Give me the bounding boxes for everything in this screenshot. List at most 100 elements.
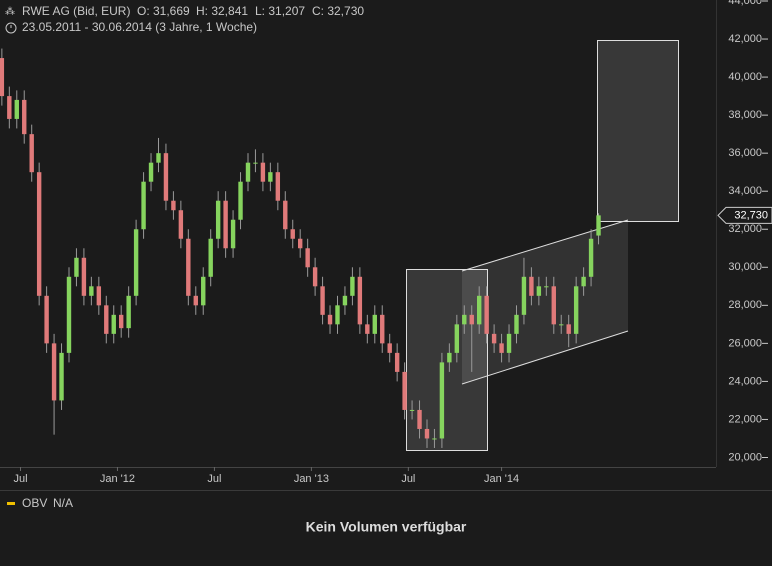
indicator-swatch [7, 502, 15, 505]
candle-body [275, 172, 281, 201]
y-tick-label: 38,000 [728, 109, 762, 121]
candle-body [66, 276, 72, 353]
x-tick-label: Jan '12 [100, 473, 135, 485]
candle-body [439, 362, 445, 439]
candles [0, 48, 601, 448]
candle-body [402, 371, 407, 410]
candle-body [297, 238, 303, 249]
candle-body [462, 314, 467, 325]
candle-body [0, 58, 5, 97]
chart-icon: ⁂ [5, 7, 15, 18]
candle-body [499, 343, 504, 353]
candle-body [372, 314, 377, 334]
candle-body [417, 409, 422, 429]
candle-body [14, 99, 19, 119]
candle-body [335, 305, 340, 325]
candle-body [409, 409, 415, 411]
candle-body [305, 248, 310, 268]
candle-body [126, 295, 131, 329]
candle-body [544, 286, 549, 288]
candle-body [283, 200, 288, 230]
clock-icon [5, 22, 17, 34]
candle-body [51, 343, 57, 401]
candle-body [469, 314, 474, 325]
x-tick-label: Jan '13 [294, 473, 329, 485]
candle-body [208, 238, 213, 277]
candle-body [178, 210, 184, 239]
candle-body [596, 215, 601, 236]
candle-body [551, 286, 556, 325]
candle-body [588, 238, 594, 277]
x-tick-label: Jul [401, 473, 415, 485]
candle-body [342, 295, 348, 306]
candle-body [223, 200, 228, 249]
candle-body [365, 324, 370, 334]
y-tick-label: 40,000 [728, 71, 762, 83]
candle-body [394, 352, 400, 372]
x-tick-label: Jan '14 [484, 473, 519, 485]
y-tick-label: 34,000 [728, 185, 762, 197]
candle-body [118, 314, 124, 329]
candle-body [7, 96, 12, 119]
candle-body [245, 162, 251, 182]
last-price-tag [717, 206, 772, 224]
candle-body [536, 286, 542, 296]
candle-body [44, 295, 49, 344]
candle-body [201, 276, 206, 306]
candle-body [96, 286, 102, 306]
candle-body [454, 324, 460, 353]
candle-body [506, 333, 512, 353]
candle-body [163, 153, 169, 201]
candle-body [74, 257, 79, 277]
y-tick-label: 26,000 [728, 337, 762, 349]
candle-body [290, 229, 295, 239]
candle-body [148, 162, 154, 182]
channel-fill [462, 220, 628, 384]
candle-body [36, 172, 42, 296]
x-tick-label: Jul [13, 473, 27, 485]
y-tick-label: 20,000 [728, 451, 762, 463]
candle-body [357, 276, 363, 325]
candle-body [156, 153, 161, 163]
candle-body [171, 200, 176, 211]
candle-body [566, 324, 571, 334]
candle-body [193, 295, 198, 306]
candle-body [573, 286, 579, 334]
candle-body [268, 172, 273, 182]
chart-title: RWE AG (Bid, EUR) [22, 4, 130, 18]
y-tick-label: 24,000 [728, 375, 762, 387]
candle-body [432, 438, 437, 440]
candle-body [521, 276, 527, 315]
candle-body [29, 134, 34, 173]
candle-body [491, 333, 497, 344]
candle-body [111, 314, 116, 334]
y-tick-label: 42,000 [728, 33, 762, 45]
indicator-name: OBV [22, 496, 47, 510]
candle-body [447, 352, 452, 363]
x-tick-label: Jul [207, 473, 221, 485]
candle-body [22, 99, 27, 135]
candle-body [581, 276, 586, 287]
y-tick-label: 22,000 [728, 413, 762, 425]
candle-body [380, 314, 385, 344]
period: 23.05.2011 - 30.06.2014 (3 Jahre, 1 Woch… [22, 20, 257, 34]
y-tick-label: 28,000 [728, 299, 762, 311]
candle-body [59, 352, 64, 401]
quote: O: 31,669 [137, 4, 190, 18]
indicator-message: Kein Volumen verfügbar [306, 519, 467, 535]
candle-body [514, 314, 519, 334]
candle-body [81, 257, 87, 296]
last-price-label: 32,730 [734, 209, 768, 221]
candle-body [350, 276, 355, 296]
candle-body [238, 181, 243, 220]
candle-body [89, 286, 94, 296]
candle-body [133, 229, 139, 296]
candle-body [424, 428, 430, 439]
candle-body [529, 276, 534, 296]
y-tick-label: 32,000 [728, 223, 762, 235]
candle-body [230, 219, 236, 249]
indicator-value: N/A [53, 496, 73, 510]
candle-body [104, 305, 109, 334]
